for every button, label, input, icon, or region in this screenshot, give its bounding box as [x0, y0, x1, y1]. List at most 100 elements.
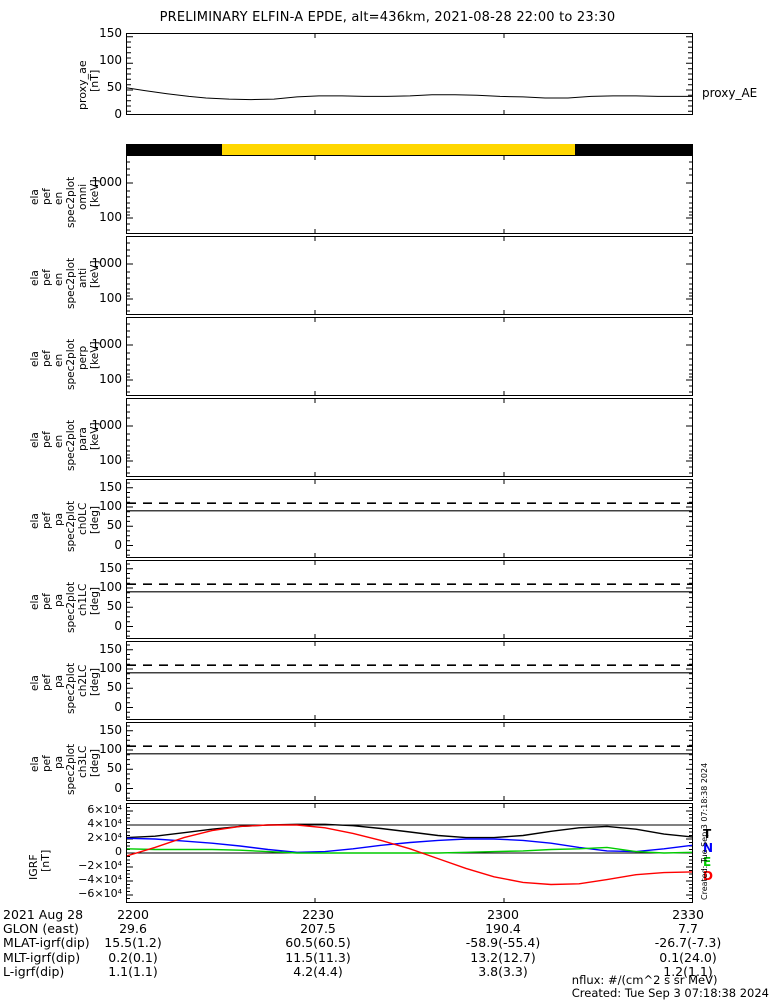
info-row-mlt: MLT-igrf(dip) 0.2(0.1) 11.5(11.3) 13.2(1…	[0, 949, 775, 965]
pa-ch2lc-axis-title-pa: pa	[53, 674, 65, 688]
panel-spec-anti	[126, 236, 693, 315]
pa-ch2lc-axis-title-units: [deg]	[89, 668, 101, 696]
info-value: 2230	[302, 907, 334, 922]
info-label-glon: GLON (east)	[3, 921, 79, 937]
info-value: 29.6	[119, 921, 147, 937]
pa-ch2lc-axis-title-pef: pef	[41, 674, 53, 691]
info-row-time: 2021 Aug 28 2200 2230 2300 2330	[0, 907, 775, 922]
ytick: 100	[99, 210, 122, 224]
igrf-plot	[127, 804, 692, 902]
panel-pa-ch2lc	[126, 641, 693, 720]
ytick: −2×10⁴	[78, 859, 122, 872]
legend-item-e: E	[703, 855, 712, 869]
ytick: 150	[99, 723, 122, 737]
panel-pa-ch3lc	[126, 722, 693, 801]
spec-anti-axis-title-en: en	[53, 272, 65, 286]
spec-para-axis-title-spec2plot: spec2plot	[65, 419, 77, 471]
info-value: 11.5(11.3)	[285, 949, 351, 965]
ytick: 1000	[91, 337, 122, 351]
ytick: 100	[99, 742, 122, 756]
spec-para-axis-title-ela: ela	[29, 432, 41, 448]
ytick: 100	[99, 661, 122, 675]
spec-omni-axis-title-ela: ela	[29, 189, 41, 205]
info-value: -26.7(-7.3)	[654, 935, 722, 951]
bottom-info-table: 2021 Aug 28 2200 2230 2300 2330 GLON (ea…	[0, 907, 775, 979]
info-value: 13.2(12.7)	[470, 949, 536, 965]
ytick: 50	[106, 680, 122, 694]
legend-item-d: D	[703, 869, 713, 883]
info-label-mlat: MLAT-igrf(dip)	[3, 935, 90, 951]
ytick: 50	[106, 761, 122, 775]
pa-ch2lc-plot	[127, 642, 692, 719]
info-value: 4.2(4.4)	[293, 963, 343, 979]
info-value: 2330	[672, 907, 704, 922]
footer: nflux: #/(cm^2 s sr MeV) Created: Tue Se…	[572, 974, 769, 999]
proxy-ae-right-label: proxy_AE	[702, 86, 758, 100]
spec-anti-axis-title-anti: anti	[77, 267, 89, 288]
footer-units: nflux: #/(cm^2 s sr MeV)	[571, 973, 718, 987]
spec-perp-axis-title-en: en	[53, 353, 65, 367]
info-value: 3.8(3.3)	[478, 963, 528, 979]
ytick: 4×10⁴	[87, 817, 122, 830]
panel-proxy-ae	[126, 33, 693, 115]
spec-para-axis-title-units: [keV]	[89, 422, 101, 450]
page-title: PRELIMINARY ELFIN-A EPDE, alt=436km, 202…	[159, 10, 616, 25]
igrf-side-created-text: Created: Tue Sep 3 07:18:38 2024	[700, 762, 709, 900]
status-segment-yellow	[222, 144, 575, 155]
ytick: 1000	[91, 175, 122, 189]
pa-ch1lc-axis-title-units: [deg]	[89, 587, 101, 615]
info-value: 0.1(24.0)	[659, 949, 717, 965]
pa-ch0lc-axis-title-ela: ela	[29, 513, 41, 529]
info-label-mlt: MLT-igrf(dip)	[3, 949, 81, 965]
pa-ch3lc-axis-title-units: [deg]	[89, 749, 101, 777]
ytick: 100	[99, 372, 122, 386]
ytick: 150	[99, 480, 122, 494]
spec-omni-axis-title-omni: omni	[77, 183, 89, 210]
info-value: 207.5	[300, 921, 336, 937]
info-row-glon: GLON (east) 29.6 207.5 190.4 7.7	[0, 921, 775, 937]
pa-ch0lc-axis-title-pa: pa	[53, 512, 65, 526]
spec-perp-axis-title-perp: perp	[77, 345, 89, 370]
ytick: 0	[114, 700, 122, 714]
pa-ch0lc-axis-title-units: [deg]	[89, 506, 101, 534]
pa-ch0lc-axis-title-ch0lc: ch0LC	[77, 502, 89, 535]
legend-item-t: T	[703, 827, 712, 841]
spec-perp-plot	[127, 318, 692, 395]
pa-ch1lc-axis-title-ch1lc: ch1LC	[77, 583, 89, 616]
ytick: 1000	[91, 418, 122, 432]
pa-ch3lc-axis-title-pa: pa	[53, 755, 65, 769]
spec-omni-plot	[127, 156, 692, 233]
ytick: −6×10⁴	[78, 887, 122, 900]
panel-spec-para	[126, 398, 693, 477]
pa-ch3lc-y-axis: 150 100 50 0	[60, 722, 122, 801]
info-label-date: 2021 Aug 28	[3, 907, 84, 922]
ytick: 1000	[91, 256, 122, 270]
panel-pa-ch0lc	[126, 479, 693, 558]
pa-ch1lc-axis-title-pa: pa	[53, 593, 65, 607]
spec-omni-axis-title-en: en	[53, 191, 65, 205]
pa-ch3lc-plot	[127, 723, 692, 800]
proxy-ae-y-axis: 150 100 50 0	[60, 27, 122, 120]
pa-ch1lc-axis-title-pef: pef	[41, 593, 53, 610]
proxy-ae-axis-title-1: proxy_ae	[76, 60, 89, 110]
ytick: 50	[106, 518, 122, 532]
spec-para-axis-title-en: en	[53, 434, 65, 448]
ytick: 0	[114, 107, 122, 121]
ytick: −4×10⁴	[78, 873, 122, 886]
status-segment-black-right	[575, 144, 693, 155]
panel-pa-ch1lc	[126, 560, 693, 639]
spec-para-y-axis: 1000 100	[60, 398, 122, 477]
spec-para-axis-title-para: para	[77, 427, 89, 451]
spec-omni-axis-title-pef: pef	[41, 188, 53, 205]
ytick: 100	[99, 53, 122, 67]
ytick: 2×10⁴	[87, 831, 122, 844]
panel-igrf	[126, 803, 693, 903]
spec-omni-axis-title-units: [keV]	[89, 179, 101, 207]
pa-ch2lc-y-axis: 150 100 50 0	[60, 641, 122, 720]
igrf-legend: T N E D	[703, 828, 723, 900]
spec-anti-plot	[127, 237, 692, 314]
info-value: 1.2(1.1)	[663, 963, 713, 979]
spec-anti-axis-title-units: [keV]	[89, 260, 101, 288]
legend-item-n: N	[703, 841, 714, 855]
